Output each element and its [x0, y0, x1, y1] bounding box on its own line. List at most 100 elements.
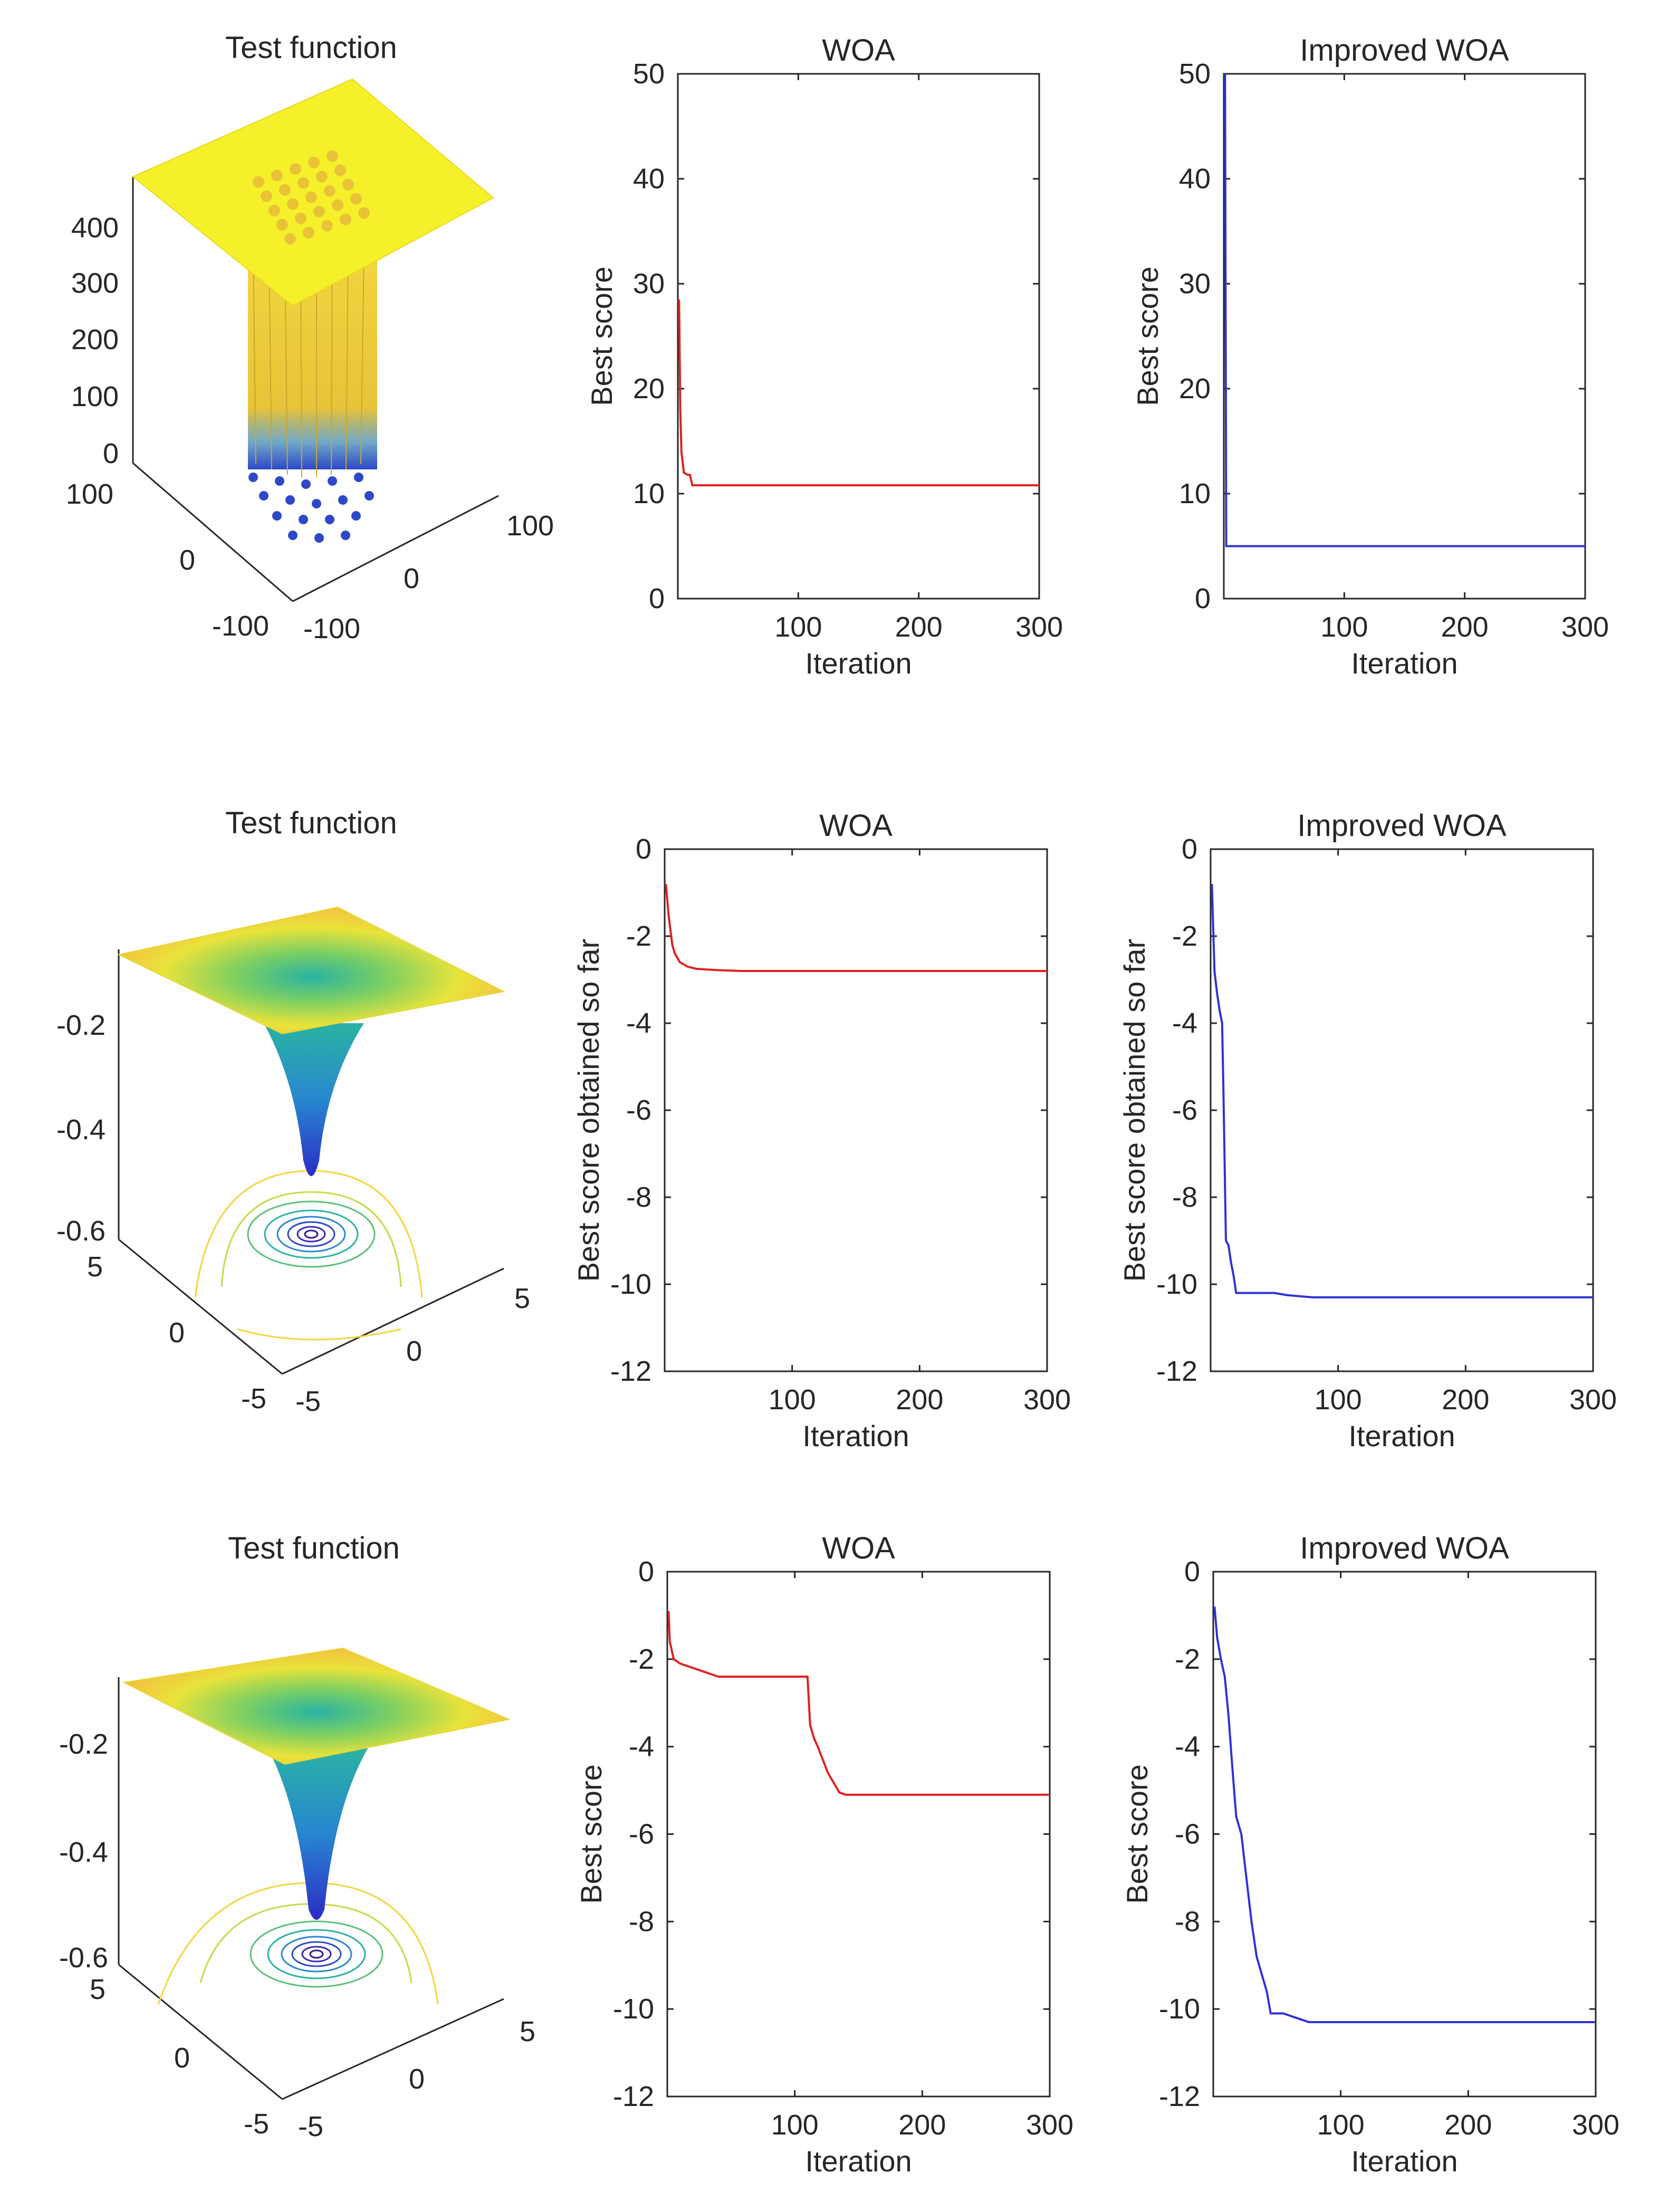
- x-axis-label: Iteration: [802, 1419, 909, 1453]
- x-tick-label: 200: [1442, 1384, 1489, 1416]
- surface-2-x-tick: 5: [87, 1251, 103, 1283]
- surface-1-z-tick: 300: [71, 267, 119, 299]
- y-tick-label: -4: [1175, 1731, 1200, 1763]
- y-tick-label: 40: [1179, 163, 1211, 195]
- surface-3-y-tick: 5: [520, 2016, 535, 2047]
- surface-2-z-tick: -0.6: [56, 1215, 106, 1247]
- y-tick-label: 20: [1179, 373, 1211, 405]
- surface-2-x-tick: 0: [169, 1317, 185, 1349]
- y-axis-label: Best score: [585, 266, 618, 406]
- x-tick-label: 200: [1441, 611, 1489, 643]
- plot-frame: [664, 848, 1048, 1372]
- surface-2-funnel: [264, 1023, 364, 1176]
- series-line: [667, 1611, 1050, 1796]
- surface-1-z-tick: 400: [71, 212, 119, 244]
- surface-1-y-tick: -100: [303, 613, 360, 645]
- x-tick-label: 100: [1317, 2109, 1365, 2141]
- y-tick-label: -8: [1172, 1181, 1197, 1213]
- surface-plot-1: Test function 400 300: [66, 31, 554, 645]
- surface-1-y-tick: 100: [506, 510, 554, 542]
- y-tick-label: 50: [633, 58, 665, 90]
- x-axis-label: Iteration: [805, 647, 912, 680]
- chart-improved-woa-row1: Improved WOA 0 10 20 30 40 50 100 200 300 Iteratio…: [1131, 33, 1609, 680]
- surface-3-contours: [157, 1882, 439, 2005]
- chart-title: Improved WOA: [1300, 1531, 1509, 1565]
- x-axis-label: Iteration: [1351, 647, 1457, 680]
- surface-3-y-axis: [282, 1998, 504, 2100]
- x-tick-label: 300: [1569, 1384, 1617, 1416]
- y-tick-label: -4: [629, 1731, 654, 1763]
- surface-1-y-axis: [292, 495, 499, 602]
- surface-2-z-tick: -0.2: [56, 1009, 106, 1041]
- surface-3-y-tick: 0: [409, 2063, 425, 2095]
- x-tick-label: 300: [1023, 1384, 1071, 1416]
- series-line: [1213, 1607, 1596, 2023]
- y-tick-label: -2: [629, 1643, 654, 1675]
- y-axis-label: Best score obtained so far: [1118, 939, 1151, 1282]
- x-tick-label: 200: [896, 1384, 943, 1416]
- surface-3-z-tick: -0.4: [59, 1836, 108, 1868]
- y-tick-label: -6: [626, 1094, 651, 1126]
- y-tick-label: 30: [1179, 268, 1211, 300]
- y-tick-label: -12: [1159, 2081, 1200, 2112]
- surface-3-x-axis: [118, 1964, 283, 2100]
- chart-title: Improved WOA: [1297, 809, 1507, 843]
- y-tick-label: -8: [626, 1181, 651, 1213]
- surface-3-z-tick: -0.6: [59, 1942, 108, 1974]
- surface-1-x-tick: 100: [66, 478, 113, 510]
- surface-1-title: Test function: [225, 31, 397, 65]
- surface-1-top-pattern: [253, 150, 370, 245]
- surface-1-x-tick: 0: [179, 544, 195, 576]
- y-tick-label: 30: [633, 268, 665, 300]
- y-tick-label: -2: [626, 920, 651, 952]
- y-tick-label: 10: [1179, 478, 1211, 509]
- x-tick-label: 300: [1015, 611, 1063, 643]
- y-tick-label: 0: [1182, 833, 1197, 865]
- y-tick-label: -12: [610, 1355, 651, 1387]
- surface-1-well-markers: [248, 473, 374, 543]
- x-tick-label: 300: [1026, 2109, 1073, 2141]
- y-tick-label: 0: [638, 1556, 654, 1588]
- series-line: [665, 883, 1047, 972]
- surface-1-x-axis: [132, 462, 293, 602]
- x-tick-label: 300: [1572, 2109, 1619, 2141]
- surface-plot-2: Test function -0.2 -0.4 -0.6 5 0 -5 -5 0…: [56, 806, 530, 1417]
- y-tick-label: -12: [1156, 1355, 1197, 1387]
- x-tick-label: 300: [1561, 611, 1609, 643]
- chart-improved-woa-row3: Improved WOA 0 -2 -4 -6 -8 -10 -12 100 200 300 Iter…: [1120, 1531, 1619, 2178]
- y-tick-label: -10: [1156, 1268, 1197, 1300]
- plot-frame: [1210, 848, 1594, 1372]
- series-line: [678, 299, 1039, 487]
- chart-woa-row1: WOA 0 10 20 30 40 50 100 200 300 Iteration Best sco…: [585, 33, 1063, 680]
- surface-3-funnel: [266, 1746, 369, 1920]
- surface-1-z-tick: 0: [103, 438, 119, 469]
- x-tick-label: 100: [1320, 611, 1368, 643]
- x-tick-label: 200: [898, 2109, 946, 2141]
- plot-frame: [1223, 73, 1586, 600]
- series-line: [1211, 883, 1593, 1299]
- surface-3-z-tick: -0.2: [59, 1728, 108, 1760]
- y-tick-label: -2: [1175, 1643, 1200, 1675]
- y-axis-label: Best score: [1131, 266, 1164, 406]
- surface-3-x-tick: 5: [90, 1974, 106, 2005]
- plot-frame: [666, 1571, 1051, 2098]
- x-axis-label: Iteration: [1348, 1419, 1455, 1453]
- surface-2-bowl: [117, 906, 506, 1035]
- y-tick-label: 0: [1184, 1556, 1200, 1588]
- y-tick-label: -8: [1175, 1906, 1200, 1937]
- chart-title: WOA: [822, 1531, 895, 1565]
- surface-1-z-tick: 100: [71, 381, 119, 412]
- series-line: [1224, 73, 1585, 547]
- x-tick-label: 100: [771, 2109, 819, 2141]
- y-axis-label: Best score: [574, 1764, 608, 1904]
- y-tick-label: 20: [633, 373, 665, 405]
- y-tick-label: 0: [649, 583, 665, 614]
- surface-1-y-tick: 0: [404, 563, 419, 594]
- chart-woa-row2: WOA 0 -2 -4 -6 -8 -10 -12 100 200 300 Iteration Best…: [572, 809, 1071, 1453]
- x-axis-label: Iteration: [1351, 2144, 1457, 2178]
- y-tick-label: -6: [1172, 1094, 1197, 1126]
- surface-3-x-tick: -5: [244, 2108, 269, 2140]
- surface-2-z-tick: -0.4: [56, 1114, 106, 1146]
- y-tick-label: -12: [613, 2081, 654, 2112]
